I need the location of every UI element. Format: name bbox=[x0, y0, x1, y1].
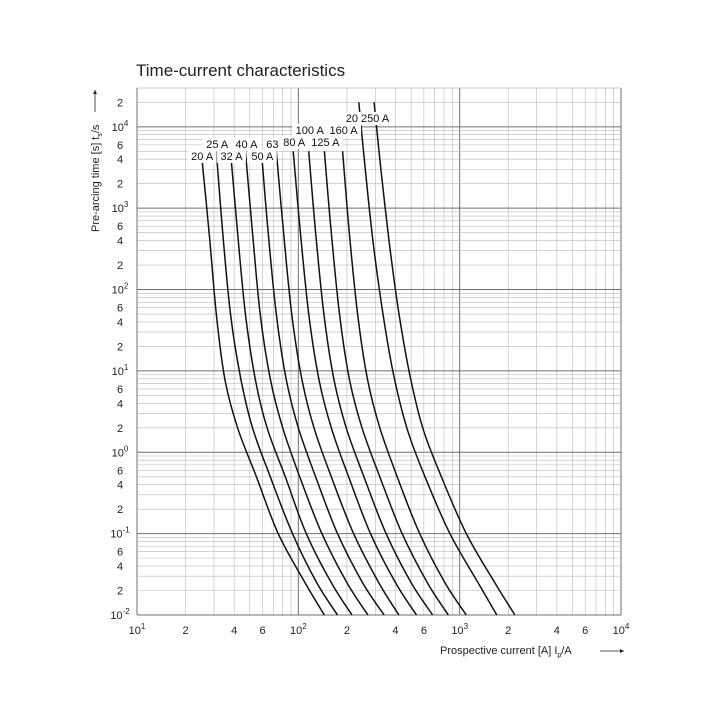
y-tick-label: 104 bbox=[112, 119, 129, 134]
x-axis-label: Prospective current [A] Ip/A bbox=[440, 645, 572, 659]
curve-label-bg bbox=[292, 124, 328, 137]
x-tick-label: 4 bbox=[392, 625, 398, 637]
fuse-curve bbox=[373, 102, 516, 616]
chart-title: Time-current characteristics bbox=[136, 61, 345, 80]
curve-label: 50 A bbox=[251, 151, 274, 163]
fuse-curve bbox=[260, 151, 385, 616]
y-tick-label: 4 bbox=[117, 480, 123, 492]
x-tick-label: 104 bbox=[613, 622, 630, 637]
y-tick-label: 4 bbox=[117, 398, 123, 410]
curve-label: 160 A bbox=[329, 125, 358, 137]
y-tick-label: 6 bbox=[117, 384, 123, 396]
fuse-curve bbox=[358, 102, 498, 616]
fuse-curve bbox=[244, 151, 369, 616]
y-tick-label: 2 bbox=[117, 341, 123, 353]
curve-label: 100 A bbox=[296, 125, 325, 137]
y-tick-label: 2 bbox=[117, 97, 123, 109]
curve-label-bg bbox=[202, 138, 232, 151]
curve-label-bg bbox=[232, 138, 261, 151]
curve-label-bg bbox=[217, 150, 246, 163]
y-tick-label: 6 bbox=[117, 547, 123, 559]
fuse-curve bbox=[215, 151, 339, 616]
curve-label-bg bbox=[247, 150, 277, 163]
y-tick-label: 4 bbox=[117, 317, 123, 329]
y-tick-label: 2 bbox=[117, 179, 123, 191]
x-tick-label: 2 bbox=[344, 625, 350, 637]
y-tick-label: 2 bbox=[117, 586, 123, 598]
curve-label: 20 A bbox=[191, 151, 214, 163]
curve-label: 250 A bbox=[361, 113, 390, 125]
x-tick-label: 6 bbox=[582, 625, 588, 637]
fuse-curve bbox=[200, 151, 326, 616]
curve-label-bg bbox=[357, 112, 393, 125]
y-axis-label-group: Pre-arcing time [s] ts/s bbox=[90, 90, 104, 232]
y-tick-labels: 10-2 2 4 6 10-1 2 4 6 100 2 4 6 101 2 4 6 102 2 4 6 103 2 4 6 10… bbox=[110, 97, 130, 622]
y-axis-arrowhead bbox=[93, 90, 97, 94]
x-tick-label: 102 bbox=[290, 622, 307, 637]
curve-label: 25 A bbox=[206, 139, 229, 151]
fuse-curves bbox=[200, 102, 516, 616]
curve-label-bg bbox=[279, 136, 309, 149]
x-tick-label: 2 bbox=[505, 625, 511, 637]
x-axis-label-group: Prospective current [A] Ip/A bbox=[440, 645, 624, 659]
y-tick-label: 2 bbox=[117, 504, 123, 516]
y-tick-label: 10-1 bbox=[110, 526, 130, 541]
y-tick-label: 10-2 bbox=[110, 607, 130, 622]
y-tick-label: 6 bbox=[117, 465, 123, 477]
plot-grid bbox=[136, 87, 622, 616]
fuse-curve bbox=[292, 151, 418, 616]
y-tick-label: 4 bbox=[117, 236, 123, 248]
curve-label-bg bbox=[307, 136, 343, 149]
y-tick-label: 103 bbox=[112, 200, 129, 215]
y-tick-label: 2 bbox=[117, 260, 123, 272]
fuse-curve bbox=[341, 151, 467, 616]
curve-label: 32 A bbox=[221, 151, 244, 163]
y-tick-label: 102 bbox=[112, 282, 129, 297]
curve-label-bg bbox=[326, 124, 362, 137]
y-axis-label: Pre-arcing time [s] ts/s bbox=[90, 124, 104, 232]
fuse-curve bbox=[229, 151, 353, 616]
y-tick-label: 6 bbox=[117, 140, 123, 152]
y-tick-label: 6 bbox=[117, 303, 123, 315]
curve-label: 40 A bbox=[235, 139, 258, 151]
x-tick-labels: 101 2 4 6 102 2 4 6 103 2 4 6 104 bbox=[129, 622, 630, 637]
y-tick-label: 101 bbox=[112, 363, 129, 378]
fuse-curve bbox=[307, 151, 434, 616]
x-tick-label: 4 bbox=[554, 625, 560, 637]
y-tick-label: 6 bbox=[117, 221, 123, 233]
x-tick-label: 4 bbox=[231, 625, 237, 637]
fuse-curve bbox=[275, 151, 400, 616]
curve-label: 125 A bbox=[311, 137, 340, 149]
x-tick-label: 101 bbox=[129, 622, 146, 637]
fuse-curve bbox=[323, 151, 449, 616]
y-tick-label: 100 bbox=[112, 444, 129, 459]
y-tick-label: 4 bbox=[117, 561, 123, 573]
x-tick-label: 6 bbox=[259, 625, 265, 637]
curve-label-bg bbox=[187, 150, 217, 163]
x-tick-label: 6 bbox=[421, 625, 427, 637]
x-tick-label: 2 bbox=[183, 625, 189, 637]
x-tick-label: 103 bbox=[451, 622, 468, 637]
y-tick-label: 2 bbox=[117, 423, 123, 435]
y-tick-label: 4 bbox=[117, 154, 123, 166]
curve-label: 80 A bbox=[283, 137, 306, 149]
x-axis-arrowhead bbox=[620, 649, 624, 653]
